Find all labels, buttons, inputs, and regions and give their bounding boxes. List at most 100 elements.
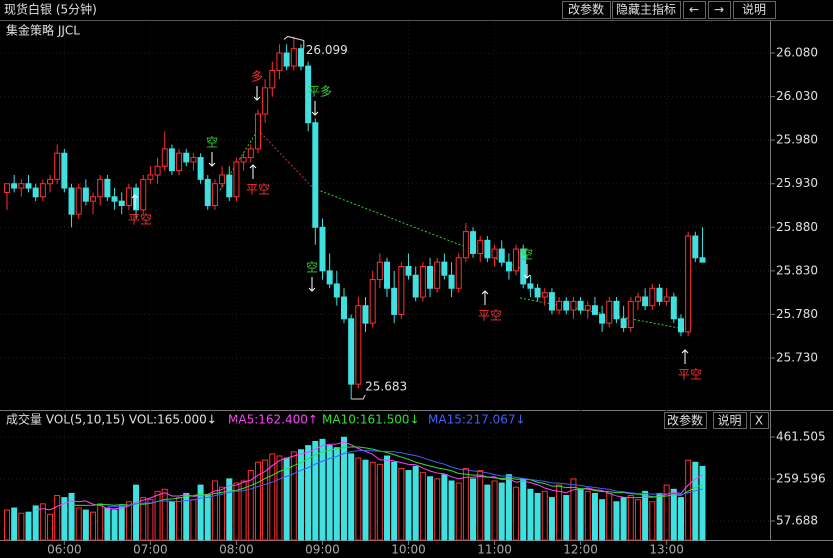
volume-bar <box>133 484 140 541</box>
candle-body <box>118 200 125 207</box>
signal-arrow <box>249 164 257 179</box>
volume-bar <box>376 463 383 541</box>
candle-body <box>384 261 391 289</box>
volume-bar <box>168 501 175 541</box>
candle-body <box>391 287 398 315</box>
volume-bar <box>606 492 613 541</box>
signal-arrow <box>131 194 139 209</box>
signal-label: 平空 <box>678 368 702 382</box>
signal-label: 平空 <box>478 309 502 323</box>
volume-bar <box>219 486 226 541</box>
volume-bar <box>326 445 333 541</box>
candle-body <box>369 279 376 324</box>
candle-body <box>362 305 369 324</box>
volume-bar <box>68 492 75 541</box>
volume-bar <box>462 467 469 541</box>
volume-bar <box>477 470 484 541</box>
volume-bar <box>355 457 362 541</box>
candle-body <box>283 52 290 67</box>
button[interactable]: 说明 <box>742 2 766 17</box>
candle-body <box>634 296 641 302</box>
volume-bar <box>90 511 97 541</box>
candle-body <box>211 183 218 207</box>
candle-body <box>226 174 233 198</box>
volume-bar <box>613 501 620 541</box>
volume-bar <box>147 499 154 541</box>
candle-body <box>297 48 304 67</box>
ma-line <box>35 441 703 511</box>
candle-body <box>513 248 520 272</box>
candle-body <box>290 48 297 67</box>
button[interactable]: 说明 <box>717 413 741 428</box>
volume-bar <box>412 465 419 541</box>
y-tick-label: 26.080 <box>776 46 818 60</box>
candle-body <box>455 257 462 289</box>
vol-header: 成交量 VOL(5,10,15) VOL:165.000↓ <box>6 412 217 427</box>
volume-bar <box>233 482 240 541</box>
volume-bar <box>405 470 412 541</box>
candle-body <box>563 300 570 311</box>
candle-body <box>326 270 333 285</box>
button-frame[interactable] <box>562 1 611 19</box>
button[interactable]: X <box>755 414 763 428</box>
volume-bar <box>32 505 39 541</box>
volume-bar <box>262 459 269 541</box>
y-tick-label: 25.830 <box>776 263 818 277</box>
volume-bar <box>656 492 663 541</box>
volume-bar <box>398 467 405 541</box>
button-frame[interactable] <box>612 1 681 19</box>
button-frame[interactable] <box>708 1 731 19</box>
signal-label: 空 <box>306 261 318 275</box>
x-tick-label: 07:00 <box>133 543 168 557</box>
candle-body <box>147 174 154 180</box>
volume-bar <box>699 465 706 541</box>
button[interactable]: 改参数 <box>667 413 703 428</box>
candle-body <box>685 235 692 333</box>
button-frame[interactable] <box>664 412 707 429</box>
candle-body <box>584 305 591 311</box>
ma5-label: MA5:162.400↑ <box>228 413 318 427</box>
x-tick-label: 13:00 <box>649 543 684 557</box>
volume-bar <box>348 453 355 541</box>
candle-body <box>520 248 527 285</box>
button[interactable]: 隐藏主指标 <box>616 2 676 17</box>
signal-label: 多 <box>251 70 263 84</box>
candle-body <box>649 287 656 307</box>
candle-body <box>154 165 161 176</box>
candle-body <box>240 157 247 163</box>
y-tick-label: 25.780 <box>776 307 818 321</box>
candle-body <box>197 157 204 180</box>
candle-body <box>534 287 541 298</box>
volume-bar <box>427 476 434 541</box>
volume-bar <box>276 455 283 541</box>
button[interactable]: 改参数 <box>568 2 604 17</box>
candle-body <box>262 87 269 115</box>
volume-bar <box>111 509 118 541</box>
volume-bar <box>240 480 247 541</box>
button[interactable]: ← <box>689 3 699 17</box>
volume-bar <box>541 490 548 541</box>
candle-body <box>405 265 412 276</box>
x-tick-label: 10:00 <box>391 543 426 557</box>
min-marker <box>351 394 366 400</box>
candle-body <box>692 235 699 259</box>
y-tick-label: 26.030 <box>776 89 818 103</box>
y-tick-label: 25.930 <box>776 176 818 190</box>
volume-bar <box>204 495 211 541</box>
candle-body <box>247 148 254 159</box>
candle-body <box>606 300 613 324</box>
x-tick-label: 09:00 <box>305 543 340 557</box>
button-frame[interactable] <box>733 1 776 19</box>
max-marker <box>283 35 305 49</box>
volume-bar <box>254 461 261 541</box>
volume-bar <box>491 480 498 541</box>
volume-bar <box>448 480 455 541</box>
button-frame[interactable] <box>750 412 769 429</box>
button-frame[interactable] <box>683 1 706 19</box>
button-frame[interactable] <box>713 412 747 429</box>
candle-body <box>61 152 68 189</box>
signal-arrow <box>681 349 689 364</box>
candle-body <box>133 187 140 211</box>
button[interactable]: → <box>714 3 724 17</box>
